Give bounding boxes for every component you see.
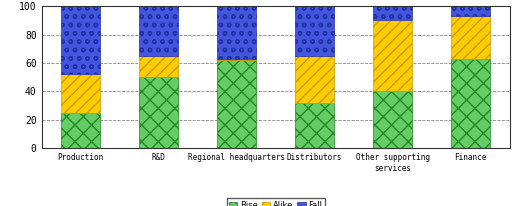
Bar: [295, 6, 334, 56]
Bar: [295, 103, 334, 148]
Bar: [373, 6, 412, 20]
Bar: [295, 56, 334, 103]
Bar: [451, 59, 490, 148]
Legend: Rise, Alike, Fall: Rise, Alike, Fall: [227, 198, 324, 206]
Bar: [61, 113, 100, 148]
Bar: [451, 6, 490, 16]
Bar: [217, 60, 256, 148]
Bar: [139, 6, 178, 56]
Bar: [373, 91, 412, 148]
Bar: [139, 56, 178, 77]
Bar: [217, 6, 256, 59]
Bar: [217, 59, 256, 60]
Bar: [61, 74, 100, 113]
Bar: [451, 16, 490, 59]
Bar: [61, 6, 100, 74]
Bar: [139, 77, 178, 148]
Bar: [373, 20, 412, 91]
